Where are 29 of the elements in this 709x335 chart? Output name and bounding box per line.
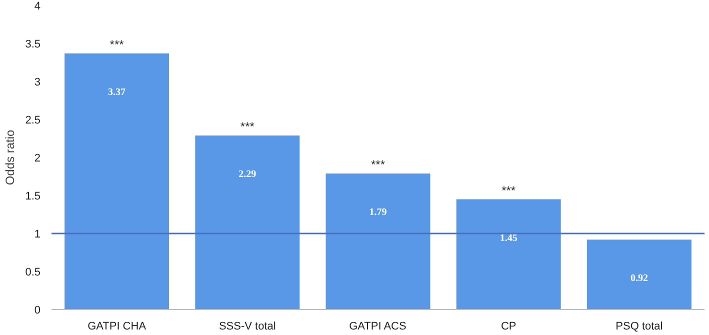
annotation: *** (370, 157, 386, 172)
data-label: 3.37 (108, 86, 126, 98)
y-tick-label: 2.5 (25, 114, 41, 126)
data-label: 1.45 (500, 232, 518, 244)
data-label: 0.92 (630, 273, 648, 284)
x-tick-label: SSS-V total (218, 320, 276, 332)
annotation: *** (240, 119, 255, 134)
bar (456, 199, 561, 310)
y-axis-title: Odds ratio (3, 129, 18, 186)
y-tick-label: 4 (34, 0, 41, 12)
y-tick-label: 1 (34, 228, 41, 240)
x-tick-label: GATPI ACS (349, 320, 406, 332)
y-tick-label: 0.5 (25, 266, 41, 278)
x-tick-label: PSQ total (616, 320, 663, 332)
data-label: 2.29 (238, 168, 256, 180)
bar (586, 240, 692, 310)
x-tick-label: CP (500, 320, 516, 332)
bar (195, 135, 300, 310)
annotation: *** (110, 37, 124, 52)
data-label: 1.79 (369, 206, 387, 218)
y-tick-label: 1.5 (25, 190, 41, 202)
bar (326, 173, 430, 310)
y-tick-label: 2 (34, 152, 41, 164)
y-tick-label: 3.5 (25, 38, 41, 50)
bar (64, 53, 170, 310)
x-tick-label: GATPI CHA (88, 320, 147, 332)
y-tick-label: 0 (34, 304, 41, 316)
annotation: *** (502, 183, 516, 198)
y-tick-label: 3 (34, 76, 41, 88)
